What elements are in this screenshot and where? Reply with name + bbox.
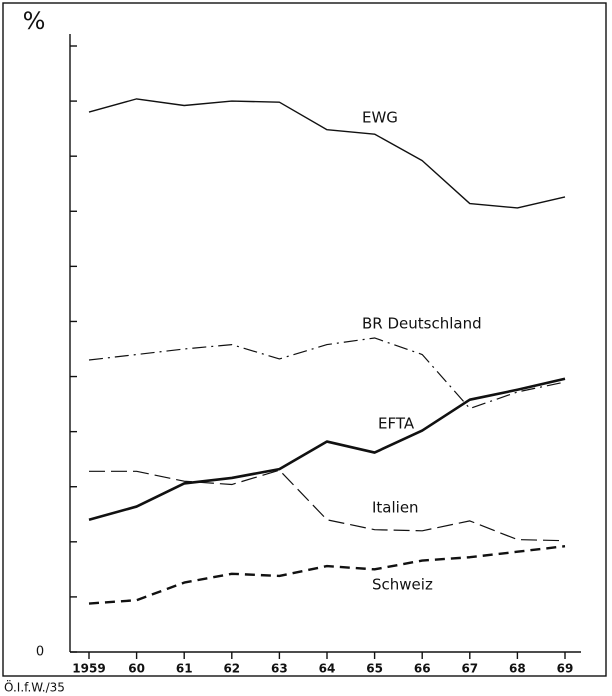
series-label: Schweiz (372, 576, 433, 594)
series-line (88, 337, 566, 410)
source-note: Ö.I.f.W./35 (4, 679, 65, 695)
series-line (89, 469, 566, 542)
x-tick-label: 64 (319, 662, 336, 676)
series-label: EFTA (378, 415, 415, 433)
y-tick-label: 0 (36, 645, 44, 660)
series-label: BR Deutschland (362, 315, 482, 333)
x-tick-label: 60 (128, 662, 145, 676)
frame (2, 2, 607, 677)
series-label: EWG (362, 109, 398, 127)
x-tick-label: 61 (176, 662, 193, 676)
x-tick-label: 65 (366, 662, 383, 676)
x-tick-label: 62 (223, 662, 240, 676)
series-label: Italien (372, 499, 419, 517)
x-tick-label: 66 (414, 662, 431, 676)
series-line (88, 545, 566, 605)
series-line (88, 377, 566, 522)
series-line (88, 98, 566, 209)
x-tick-label: 1959 (72, 662, 105, 676)
unit-label: % (23, 7, 46, 35)
x-tick-label: 63 (271, 662, 288, 676)
x-tick-label: 67 (461, 662, 478, 676)
x-tick-label: 68 (509, 662, 526, 676)
x-tick-label: 69 (557, 662, 574, 676)
